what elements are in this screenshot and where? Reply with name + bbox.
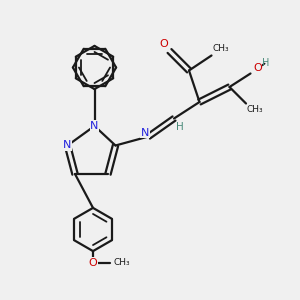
Text: CH₃: CH₃ bbox=[246, 105, 263, 114]
Text: O: O bbox=[253, 63, 262, 74]
Text: H: H bbox=[176, 122, 184, 132]
Text: H: H bbox=[262, 58, 269, 68]
Text: O: O bbox=[88, 257, 98, 268]
Text: N: N bbox=[141, 128, 149, 138]
Text: N: N bbox=[90, 121, 99, 131]
Text: N: N bbox=[63, 140, 72, 151]
Text: CH₃: CH₃ bbox=[113, 258, 130, 267]
Text: O: O bbox=[159, 39, 168, 50]
Text: CH₃: CH₃ bbox=[212, 44, 229, 53]
